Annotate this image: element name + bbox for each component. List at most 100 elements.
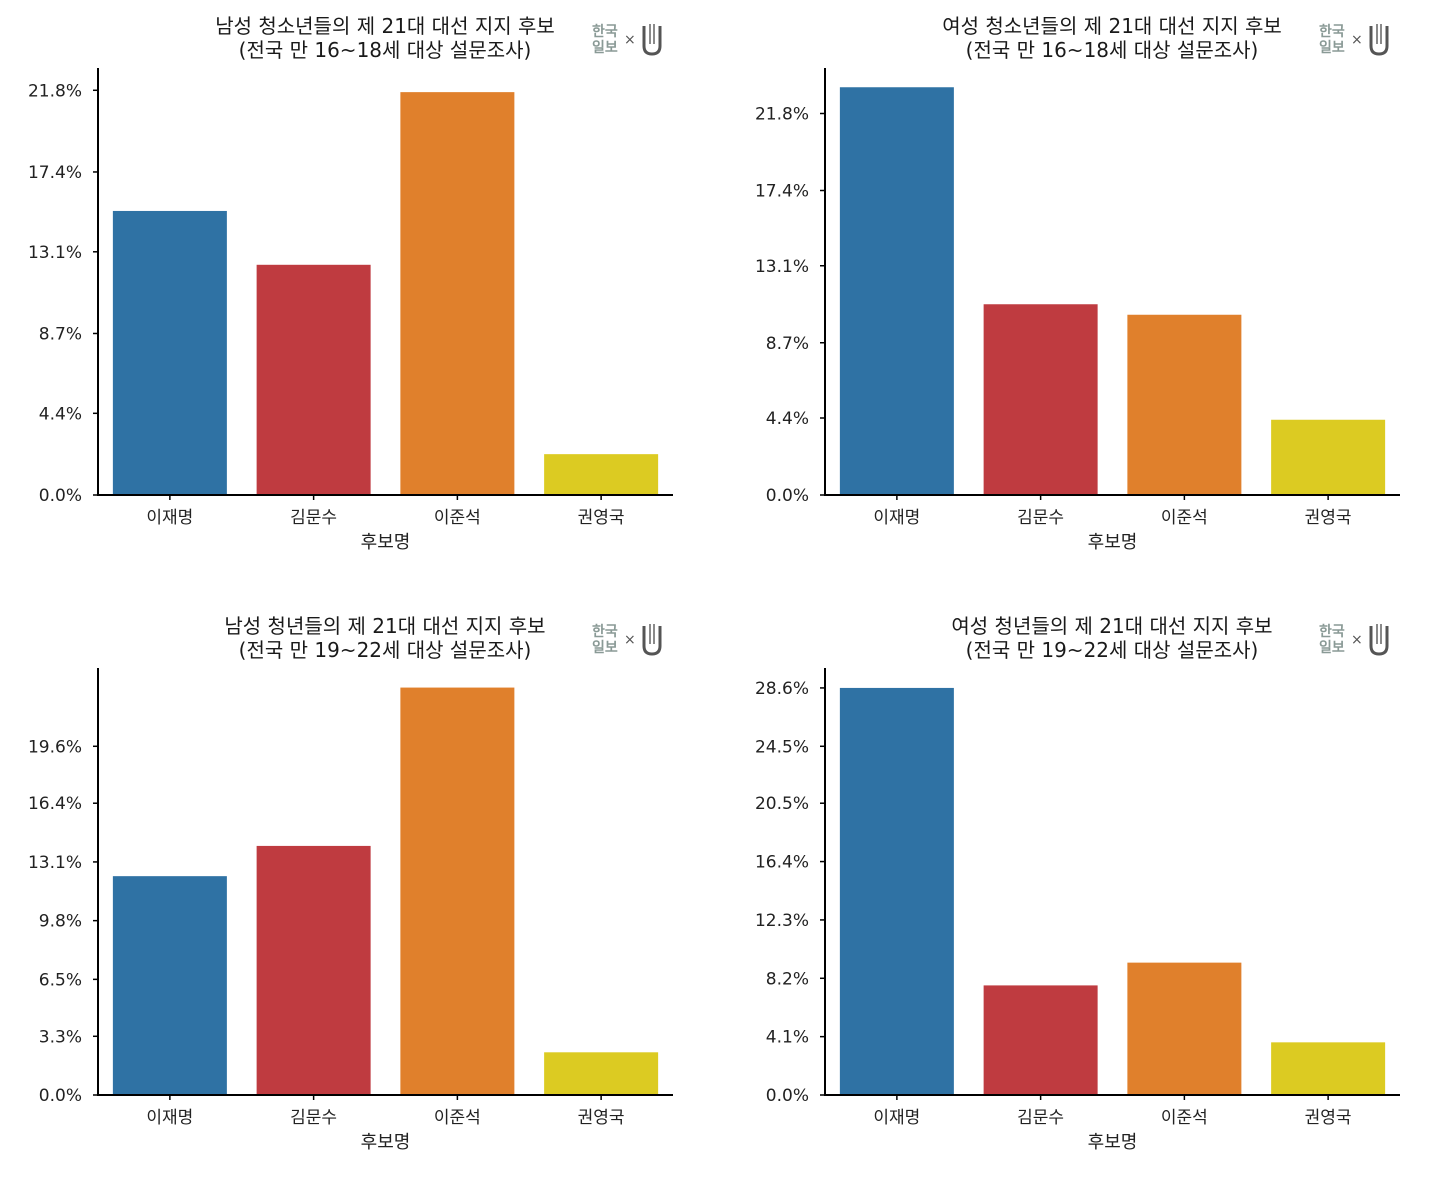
chart-title-line: 여성 청소년들의 제 21대 대선 지지 후보: [942, 14, 1282, 38]
bar-이재명: [839, 687, 954, 1095]
bar-김문수: [983, 985, 1098, 1095]
x-tick-label: 권영국: [578, 508, 625, 528]
bar-권영국: [544, 454, 659, 495]
logo-text-top: 한국: [592, 24, 618, 40]
chart-panel-male-youth: 남성 청년들의 제 21대 대선 지지 후보 (전국 만 19~22세 대상 설문…: [0, 600, 727, 1200]
y-tick-label: 8.7%: [766, 334, 809, 354]
x-tick-label: 이재명: [146, 1108, 193, 1128]
chart-title-line: (전국 만 19~22세 대상 설문조사): [239, 638, 532, 662]
logo-u-icon: [1369, 626, 1389, 656]
y-tick-label: 4.1%: [766, 1028, 809, 1048]
x-axis-label: 후보명: [361, 1132, 411, 1153]
y-tick-label: 4.4%: [766, 409, 809, 429]
x-tick-label: 이재명: [873, 508, 920, 528]
bar-김문수: [983, 304, 1098, 495]
chart-title-line: (전국 만 19~22세 대상 설문조사): [966, 638, 1259, 662]
y-tick-label: 21.8%: [28, 81, 82, 101]
bar-권영국: [1271, 419, 1386, 495]
logo-text-top: 한국: [1319, 24, 1345, 40]
y-tick-label: 19.6%: [28, 737, 82, 757]
y-tick-label: 12.3%: [755, 911, 809, 931]
y-tick-label: 17.4%: [755, 182, 809, 202]
y-tick-label: 3.3%: [39, 1027, 82, 1047]
logo-text-top: 한국: [592, 624, 618, 640]
logo-u-inner-icon: [649, 624, 655, 644]
chart-panel-female-youth: 여성 청년들의 제 21대 대선 지지 후보 (전국 만 19~22세 대상 설문…: [727, 600, 1454, 1200]
logo-u-icon: [642, 26, 662, 56]
chart-female-teens: 여성 청소년들의 제 21대 대선 지지 후보(전국 만 16~18세 대상 설…: [755, 14, 1400, 553]
x-axis-label: 후보명: [1088, 532, 1138, 553]
x-tick-label: 이준석: [434, 1108, 481, 1128]
chart-female-youth: 여성 청년들의 제 21대 대선 지지 후보(전국 만 19~22세 대상 설문…: [755, 614, 1400, 1153]
x-tick-label: 김문수: [1017, 508, 1064, 528]
bar-김문수: [256, 845, 371, 1095]
y-tick-label: 24.5%: [755, 737, 809, 757]
chart-title-line: (전국 만 16~18세 대상 설문조사): [239, 38, 532, 62]
y-tick-label: 9.8%: [39, 912, 82, 932]
logo-text-top: 한국: [1319, 624, 1345, 640]
chart-title-line: 여성 청년들의 제 21대 대선 지지 후보: [951, 614, 1272, 638]
bar-이준석: [400, 92, 515, 496]
chart-male-youth: 남성 청년들의 제 21대 대선 지지 후보(전국 만 19~22세 대상 설문…: [28, 614, 673, 1153]
y-tick-label: 13.1%: [28, 853, 82, 873]
y-tick-label: 6.5%: [39, 970, 82, 990]
chart-title-line: 남성 청년들의 제 21대 대선 지지 후보: [224, 614, 545, 638]
chart-title-line: 남성 청소년들의 제 21대 대선 지지 후보: [215, 14, 555, 38]
logo-u-inner-icon: [649, 24, 655, 44]
x-tick-label: 김문수: [290, 1108, 337, 1128]
y-tick-label: 20.5%: [755, 794, 809, 814]
y-tick-label: 16.4%: [28, 794, 82, 814]
bar-권영국: [544, 1052, 659, 1095]
x-tick-label: 김문수: [1017, 1108, 1064, 1128]
x-axis-label: 후보명: [361, 532, 411, 553]
x-tick-label: 이준석: [434, 508, 481, 528]
bar-이준석: [400, 687, 515, 1095]
logo-separator: ×: [624, 32, 636, 48]
y-tick-label: 16.4%: [755, 853, 809, 873]
x-axis-label: 후보명: [1088, 1132, 1138, 1153]
y-tick-label: 0.0%: [39, 1086, 82, 1106]
x-tick-label: 김문수: [290, 508, 337, 528]
y-tick-label: 17.4%: [28, 163, 82, 183]
logo-u-inner-icon: [1376, 24, 1382, 44]
chart-panel-male-teens: 남성 청소년들의 제 21대 대선 지지 후보 (전국 만 16~18세 대상 설…: [0, 0, 727, 600]
y-tick-label: 8.2%: [766, 969, 809, 989]
x-tick-label: 권영국: [578, 1108, 625, 1128]
logo-u-icon: [1369, 26, 1389, 56]
logo-separator: ×: [1351, 632, 1363, 648]
x-tick-label: 권영국: [1305, 1108, 1352, 1128]
chart-title-line: (전국 만 16~18세 대상 설문조사): [966, 38, 1259, 62]
logo-text-bottom: 일보: [592, 640, 618, 656]
y-tick-label: 0.0%: [766, 1086, 809, 1106]
y-tick-label: 28.6%: [755, 679, 809, 699]
chart-male-teens: 남성 청소년들의 제 21대 대선 지지 후보(전국 만 16~18세 대상 설…: [28, 14, 673, 553]
y-tick-label: 8.7%: [39, 324, 82, 344]
logo-text-bottom: 일보: [592, 40, 618, 56]
bar-이재명: [112, 210, 227, 495]
logo-u-icon: [642, 626, 662, 656]
bar-이준석: [1127, 962, 1242, 1095]
logo-u-inner-icon: [1376, 624, 1382, 644]
logo-text-bottom: 일보: [1319, 40, 1345, 56]
x-tick-label: 권영국: [1305, 508, 1352, 528]
x-tick-label: 이재명: [873, 1108, 920, 1128]
bar-권영국: [1271, 1042, 1386, 1095]
x-tick-label: 이준석: [1161, 1108, 1208, 1128]
y-tick-label: 13.1%: [28, 243, 82, 263]
logo-text-bottom: 일보: [1319, 640, 1345, 656]
bar-이재명: [839, 87, 954, 495]
y-tick-label: 4.4%: [39, 404, 82, 424]
bar-이재명: [112, 876, 227, 1095]
logo-separator: ×: [1351, 32, 1363, 48]
x-tick-label: 이재명: [146, 508, 193, 528]
bar-김문수: [256, 264, 371, 495]
y-tick-label: 0.0%: [766, 486, 809, 506]
y-tick-label: 21.8%: [755, 105, 809, 125]
logo-separator: ×: [624, 632, 636, 648]
x-tick-label: 이준석: [1161, 508, 1208, 528]
